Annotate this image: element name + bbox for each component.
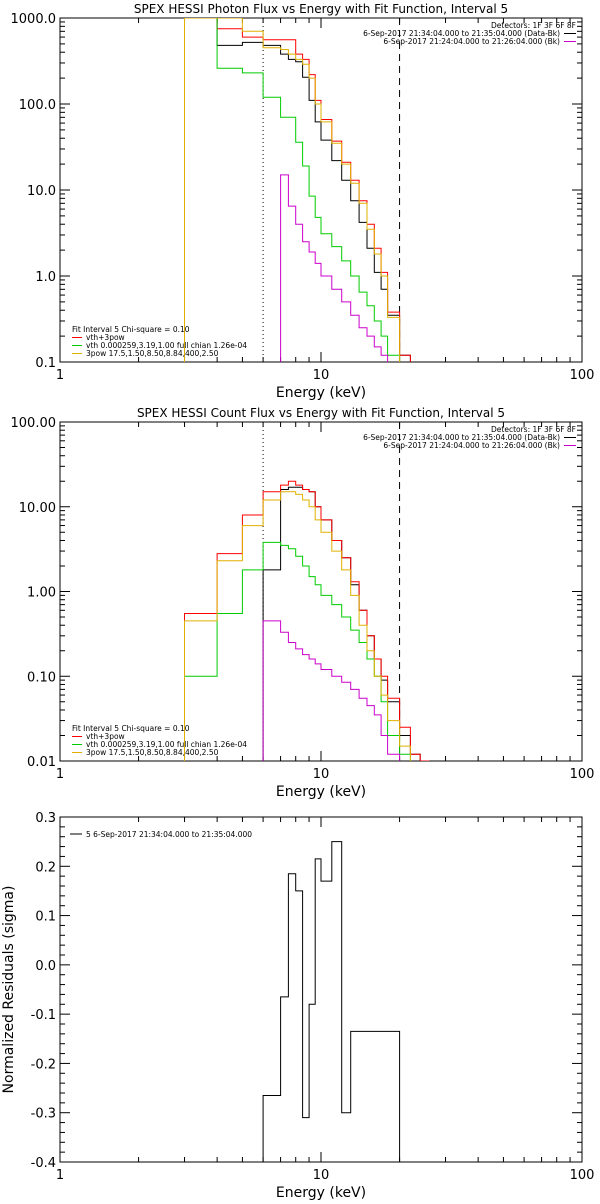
detectors-label: Detectors: 1F 3F 6F 8F	[491, 21, 576, 30]
y-tick-label: 0.01	[27, 755, 56, 770]
y-tick-label: 0.2	[35, 860, 56, 875]
y-tick-label: 0.1	[35, 356, 56, 371]
chart-title: SPEX HESSI Photon Flux vs Energy with Fi…	[134, 2, 508, 16]
y-tick-label: -0.2	[31, 1057, 56, 1072]
fit-legend-header: Fit Interval 5 Chi-square = 0.10	[72, 724, 190, 733]
y-axis-label: Normalized Residuals (sigma)	[1, 886, 17, 1094]
y-tick-label: -0.3	[31, 1107, 56, 1122]
y-tick-label: 0.10	[27, 670, 56, 685]
x-tick-label: 1	[56, 767, 64, 782]
series-3pow-line	[184, 491, 411, 761]
x-tick-label: 100	[570, 767, 595, 782]
fit-legend-item-2: vth 0.000259,3.19,1.00 full chian 1.26e-…	[86, 341, 247, 350]
y-tick-label: 100.00	[11, 416, 57, 431]
y-tick-label: 10.00	[19, 501, 56, 516]
y-tick-label: 1.00	[27, 586, 56, 601]
time-range-label-1: 6-Sep-2017 21:34:04.000 to 21:35:04.000 …	[363, 29, 560, 38]
series-group	[262, 841, 401, 1162]
x-tick-label: 10	[313, 368, 330, 383]
series-data-bk-line	[184, 18, 411, 362]
fit-legend-item-3: 3pow 17.5,1.50,8.50,8.84,400,2.50	[86, 349, 219, 358]
y-tick-label: 0.0	[35, 959, 56, 974]
time-range-label-2: 6-Sep-2017 21:24:04.000 to 21:26:04.000 …	[383, 441, 560, 450]
y-tick-label: 10.0	[27, 184, 56, 199]
x-tick-label: 100	[570, 368, 595, 383]
fit-legend-item-1: vth+3pow	[86, 732, 125, 741]
y-tick-label: 100.0	[19, 98, 56, 113]
series-bk-line	[262, 620, 401, 761]
fit-legend-item-1: vth+3pow	[86, 333, 125, 342]
series-data-bk-line	[262, 486, 421, 761]
x-tick-label: 1	[56, 1168, 64, 1183]
y-tick-label: 1.0	[35, 270, 56, 285]
x-axis-label: Energy (keV)	[276, 1185, 366, 1200]
plot-frame	[59, 17, 583, 363]
time-range-label-2: 6-Sep-2017 21:24:04.000 to 21:26:04.000 …	[383, 37, 560, 46]
series-5-line	[262, 841, 401, 1162]
x-tick-label: 100	[570, 1168, 595, 1183]
panel-photon: SPEX HESSI Photon Flux vs Energy with Fi…	[11, 2, 595, 401]
x-tick-label: 1	[56, 368, 64, 383]
y-tick-label: 1000.0	[11, 12, 57, 27]
fit-legend-item-2: vth 0.000259,3.19,1.00 full chian 1.26e-…	[86, 740, 247, 749]
detectors-label: Detectors: 1F 3F 6F 8F	[491, 425, 576, 434]
x-axis-label: Energy (keV)	[276, 385, 366, 401]
residuals-legend-label: 5 6-Sep-2017 21:34:04.000 to 21:35:04.00…	[86, 830, 252, 839]
x-tick-label: 10	[313, 767, 330, 782]
time-range-label-1: 6-Sep-2017 21:34:04.000 to 21:35:04.000 …	[363, 433, 560, 442]
series-vth-line	[184, 541, 411, 761]
fit-legend-item-3: 3pow 17.5,1.50,8.50,8.84,400,2.50	[86, 748, 219, 757]
fit-legend-header: Fit Interval 5 Chi-square = 0.10	[72, 325, 190, 334]
y-tick-label: 0.3	[35, 811, 56, 826]
series-bk-line	[280, 174, 389, 362]
panel-count: SPEX HESSI Count Flux vs Energy with Fit…	[11, 406, 595, 800]
x-axis-label: Energy (keV)	[276, 784, 366, 800]
series-vth-3pow-line	[184, 480, 430, 761]
series-group	[184, 480, 430, 761]
x-tick-label: 10	[313, 1168, 330, 1183]
panel-residuals: 1 10 100 Energy (keV) -0.4 -0.3 -0.2 -0.1 0.0 0.1…	[1, 811, 595, 1201]
series-3pow-line	[184, 18, 401, 362]
y-tick-label: -0.1	[31, 1008, 56, 1023]
chart-title: SPEX HESSI Count Flux vs Energy with Fit…	[137, 406, 505, 420]
y-tick-label: 0.1	[35, 910, 56, 925]
series-group	[184, 18, 411, 362]
y-tick-label: -0.4	[31, 1156, 56, 1171]
series-vth-line	[184, 18, 401, 362]
